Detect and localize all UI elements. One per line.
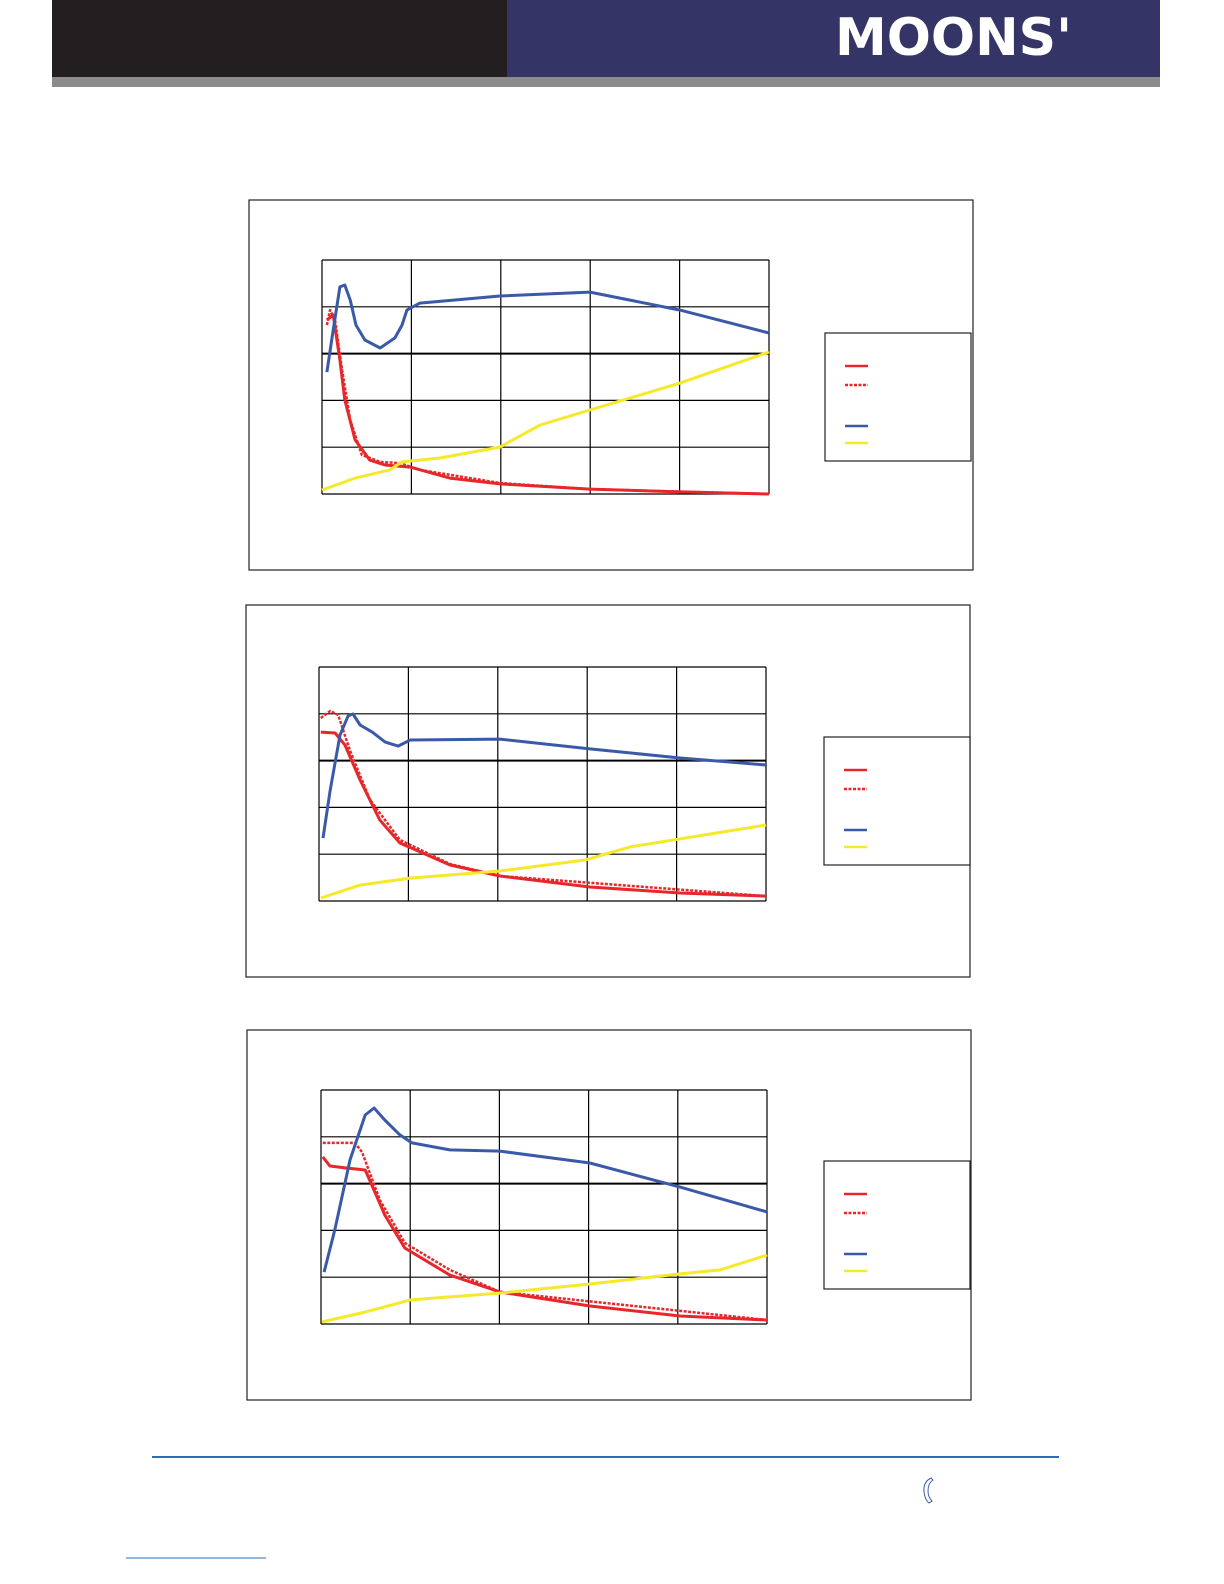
phone-icon bbox=[923, 1477, 934, 1504]
series-line bbox=[321, 1155, 768, 1322]
series-line bbox=[321, 350, 770, 492]
legend-box bbox=[824, 332, 972, 462]
series-line bbox=[320, 730, 767, 898]
series-line bbox=[321, 1253, 768, 1324]
series-line bbox=[325, 283, 770, 373]
brand-logo: MOONS' bbox=[835, 8, 1072, 68]
series-line bbox=[321, 712, 767, 839]
header-strip bbox=[52, 77, 1160, 87]
header-dark bbox=[52, 0, 507, 77]
series-line bbox=[320, 823, 767, 900]
series-line bbox=[322, 1106, 768, 1273]
legend-box bbox=[823, 736, 971, 866]
legend-box bbox=[823, 1160, 971, 1290]
series-line bbox=[320, 709, 767, 898]
header-navy bbox=[507, 0, 1160, 77]
